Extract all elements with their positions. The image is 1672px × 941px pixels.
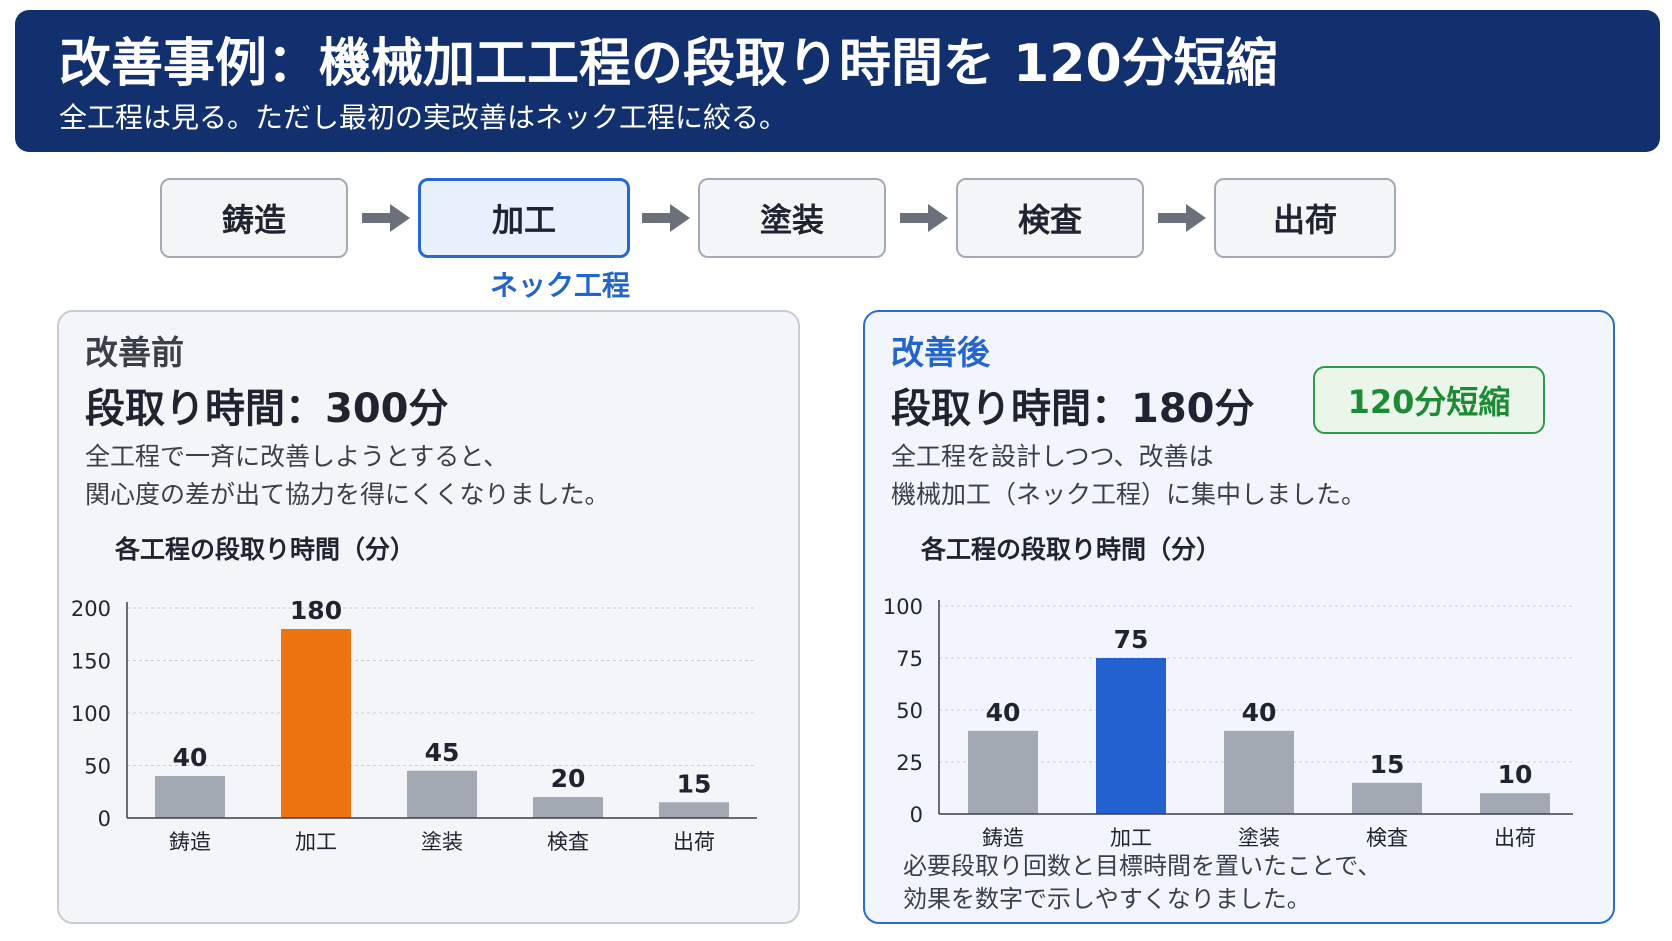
y-tick-label: 100 bbox=[883, 595, 923, 619]
data-label: 20 bbox=[551, 764, 586, 793]
after-panel: 改善後 段取り時間：180分 120分短縮 全工程を設計しつつ、改善は 機械加工… bbox=[863, 310, 1615, 924]
y-tick-label: 0 bbox=[910, 803, 923, 827]
y-tick-label: 150 bbox=[71, 650, 111, 674]
y-tick-label: 50 bbox=[84, 755, 111, 779]
bar bbox=[968, 730, 1038, 814]
x-tick-label: 塗装 bbox=[1238, 826, 1280, 850]
after-chart-title: 各工程の段取り時間（分） bbox=[921, 535, 1222, 564]
flow-step-machining: 加工 bbox=[418, 178, 630, 258]
bar bbox=[1096, 658, 1166, 814]
x-tick-label: 加工 bbox=[1110, 826, 1152, 850]
flow-arrow-icon bbox=[362, 204, 410, 232]
data-label: 15 bbox=[677, 769, 712, 798]
before-chart-title: 各工程の段取り時間（分） bbox=[115, 535, 416, 564]
bar bbox=[281, 629, 351, 818]
data-label: 40 bbox=[173, 743, 208, 772]
x-tick-label: 鋳造 bbox=[169, 830, 211, 854]
y-tick-label: 100 bbox=[71, 702, 111, 726]
bar bbox=[659, 802, 729, 818]
flow-arrow-icon bbox=[642, 204, 690, 232]
x-tick-label: 出荷 bbox=[673, 830, 715, 854]
bar bbox=[1480, 793, 1550, 814]
after-description-line: 全工程を設計しつつ、改善は bbox=[891, 442, 1214, 471]
data-label: 15 bbox=[1370, 750, 1405, 779]
y-tick-label: 75 bbox=[896, 647, 923, 671]
after-description-line: 機械加工（ネック工程）に集中しました。 bbox=[891, 480, 1367, 509]
x-tick-label: 検査 bbox=[1366, 826, 1408, 850]
header-banner: 改善事例：機械加工工程の段取り時間を 120分短縮 全工程は見る。ただし最初の実… bbox=[15, 10, 1660, 152]
y-tick-label: 200 bbox=[71, 597, 111, 621]
y-tick-label: 25 bbox=[896, 751, 923, 775]
flow-step-inspection: 検査 bbox=[956, 178, 1144, 258]
flow-step-painting: 塗装 bbox=[698, 178, 886, 258]
x-tick-label: 出荷 bbox=[1494, 826, 1536, 850]
data-label: 40 bbox=[1242, 698, 1277, 727]
x-tick-label: 検査 bbox=[547, 830, 589, 854]
x-tick-label: 加工 bbox=[295, 830, 337, 854]
neck-process-label: ネック工程 bbox=[489, 269, 630, 302]
before-description-line: 全工程で一斉に改善しようとすると、 bbox=[85, 442, 509, 471]
after-setup-time: 段取り時間：180分 bbox=[891, 386, 1255, 432]
before-description-line: 関心度の差が出て協力を得にくくなりました。 bbox=[85, 480, 610, 509]
page-title: 改善事例：機械加工工程の段取り時間を 120分短縮 bbox=[59, 34, 1278, 94]
reduction-badge: 120分短縮 bbox=[1313, 366, 1545, 434]
flow-arrow-icon bbox=[900, 204, 948, 232]
before-phase-label: 改善前 bbox=[85, 333, 184, 372]
y-tick-label: 0 bbox=[98, 807, 111, 831]
before-setup-time: 段取り時間：300分 bbox=[85, 386, 449, 432]
after-bar-chart: 0 25 50 75 100 40 鋳造 75 加工 40 塗装 15 検査 10 出荷 bbox=[883, 595, 1573, 850]
x-tick-label: 塗装 bbox=[421, 830, 463, 854]
flow-step-casting: 鋳造 bbox=[160, 178, 348, 258]
bar bbox=[155, 776, 225, 818]
after-footnote-line: 効果を数字で示しやすくなりました。 bbox=[903, 885, 1311, 913]
data-label: 10 bbox=[1498, 760, 1533, 789]
bar bbox=[407, 770, 477, 818]
data-label: 180 bbox=[290, 596, 342, 625]
after-footnote-line: 必要段取り回数と目標時間を置いたことで、 bbox=[903, 852, 1382, 880]
data-label: 40 bbox=[986, 698, 1021, 727]
before-bar-chart: 0 50 100 150 200 40 鋳造 180 加工 45 塗装 20 検査 15 出荷 bbox=[71, 596, 757, 854]
after-phase-label: 改善後 bbox=[891, 333, 990, 372]
flow-step-shipping: 出荷 bbox=[1214, 178, 1396, 258]
data-label: 45 bbox=[425, 738, 460, 767]
bar bbox=[533, 797, 603, 818]
x-tick-label: 鋳造 bbox=[982, 826, 1024, 850]
data-label: 75 bbox=[1114, 625, 1149, 654]
page-subtitle: 全工程は見る。ただし最初の実改善はネック工程に絞る。 bbox=[59, 101, 788, 134]
before-panel: 改善前 段取り時間：300分 全工程で一斉に改善しようとすると、 関心度の差が出… bbox=[57, 310, 800, 924]
bar bbox=[1352, 782, 1422, 814]
bar bbox=[1224, 730, 1294, 814]
y-tick-label: 50 bbox=[896, 699, 923, 723]
flow-arrow-icon bbox=[1158, 204, 1206, 232]
